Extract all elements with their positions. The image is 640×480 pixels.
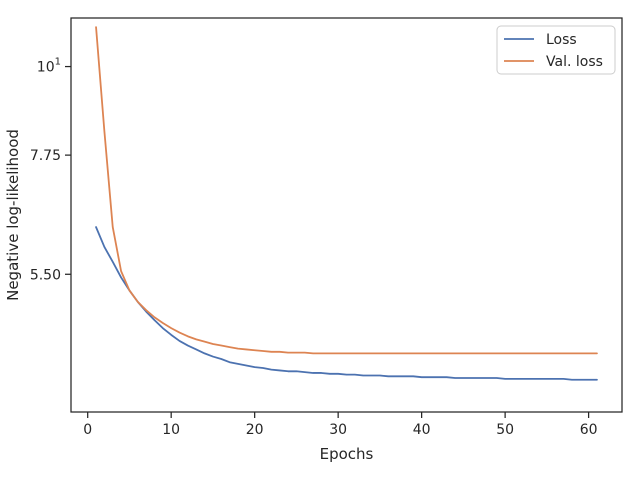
series-line-0 <box>95 226 598 381</box>
y-axis-label: Negative log-likelihood <box>4 129 22 301</box>
series-line-1 <box>95 26 598 355</box>
x-tick-label: 0 <box>83 422 92 438</box>
x-tick-label: 30 <box>329 422 347 438</box>
x-tick-label: 20 <box>246 422 264 438</box>
legend: Loss Val. loss <box>496 25 616 75</box>
legend-label-1: Val. loss <box>546 54 603 70</box>
y-tick-label: 7.75 <box>30 148 61 164</box>
x-tick-label: 10 <box>162 422 180 438</box>
y-tick-exponent: 1 <box>55 57 61 68</box>
plot-frame <box>70 17 623 413</box>
x-tick-label: 40 <box>413 422 431 438</box>
series-layer <box>95 26 598 381</box>
x-tick-label: 50 <box>496 422 514 438</box>
x-axis-label: Epochs <box>320 445 374 463</box>
x-tick-label: 60 <box>580 422 598 438</box>
y-tick-label: 5.50 <box>30 267 61 283</box>
legend-box <box>496 25 616 75</box>
legend-label-0: Loss <box>546 32 577 48</box>
x-axis: 0 10 20 30 40 50 60 <box>83 412 598 438</box>
